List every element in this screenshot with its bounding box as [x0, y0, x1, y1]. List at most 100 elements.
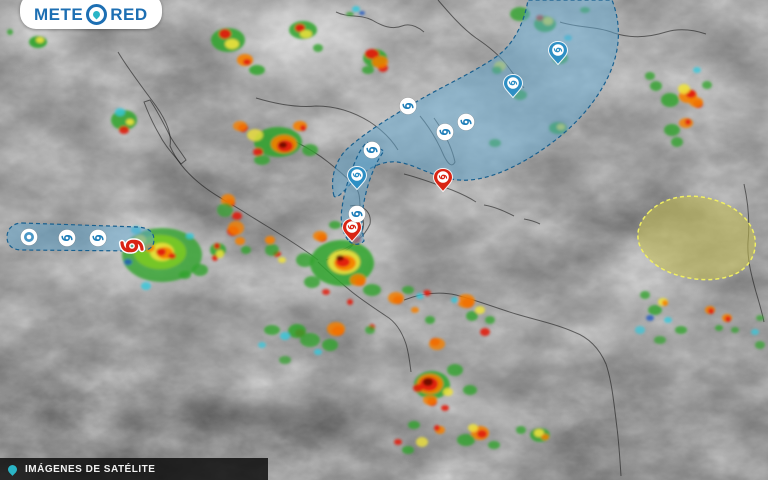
convection-cell	[693, 67, 701, 73]
convection-cell	[249, 65, 265, 75]
forecast-position-icon[interactable]	[436, 123, 454, 141]
convection-cell	[662, 300, 668, 306]
convection-cell	[217, 203, 233, 217]
convection-cell	[296, 253, 314, 267]
convection-cell	[416, 293, 424, 299]
logo-text-post: RED	[110, 4, 148, 24]
convection-cell	[664, 124, 680, 136]
convection-cell	[365, 49, 379, 59]
convection-cell	[708, 308, 714, 314]
convection-cell	[654, 336, 666, 344]
convection-cell	[731, 327, 739, 333]
convection-cell	[235, 237, 245, 245]
coastline-path	[743, 183, 765, 323]
convection-cell	[336, 255, 344, 261]
convection-cell	[457, 434, 475, 446]
convection-cell	[423, 290, 431, 296]
ring-center	[26, 234, 32, 240]
convection-cell	[300, 125, 306, 131]
convection-cell	[119, 126, 129, 134]
forecast-pin-icon[interactable]	[502, 73, 524, 99]
development-watch-zone[interactable]	[637, 195, 757, 281]
convection-cell	[434, 425, 440, 431]
convection-cell	[441, 405, 449, 411]
convection-cell	[648, 305, 662, 315]
meteored-logo[interactable]: METE RED	[20, 0, 162, 29]
convection-cell	[359, 11, 365, 15]
convection-cell	[124, 259, 132, 265]
convection-cell	[725, 316, 731, 322]
convection-cell	[408, 421, 420, 429]
marker-bg	[436, 123, 454, 141]
forecast-position-icon[interactable]	[348, 205, 366, 223]
convection-cell	[254, 155, 270, 165]
drop-icon	[6, 462, 19, 476]
logo-drop-icon	[86, 3, 108, 25]
storm-position-pin-icon[interactable]	[432, 167, 454, 193]
convection-cell	[233, 121, 247, 131]
convection-cell	[372, 56, 388, 68]
convection-cell	[689, 97, 703, 107]
convection-cell	[156, 248, 166, 256]
convection-cell	[429, 338, 445, 350]
forecast-pin-icon[interactable]	[547, 40, 569, 66]
convection-cell	[329, 221, 341, 229]
convection-cell	[264, 325, 280, 335]
convection-layer	[7, 6, 765, 454]
convection-cell	[228, 221, 244, 235]
watch-zone-layer	[637, 195, 757, 281]
convection-cell	[671, 137, 683, 147]
pin-bg	[346, 221, 358, 233]
convection-cell	[300, 30, 312, 38]
convection-cell	[36, 37, 44, 43]
forecast-position-icon[interactable]	[363, 141, 381, 159]
coastline-path	[403, 292, 622, 477]
convection-cell	[300, 333, 320, 347]
convection-cell	[675, 326, 687, 334]
forecast-position-icon[interactable]	[89, 229, 107, 247]
convection-cell	[423, 395, 437, 405]
convection-cell	[480, 328, 490, 336]
convection-cell	[402, 286, 414, 294]
convection-cell	[295, 24, 305, 32]
forecast-pin-icon[interactable]	[346, 165, 368, 191]
convection-cell	[678, 84, 690, 94]
convection-cell	[212, 255, 218, 261]
convection-cell	[258, 342, 266, 348]
convection-cell	[451, 297, 459, 303]
convection-cell	[365, 326, 375, 334]
convection-cell	[661, 93, 679, 107]
convection-cell	[685, 119, 691, 125]
forecast-position-icon[interactable]	[457, 113, 475, 131]
convection-cell	[475, 306, 485, 314]
storm-position-pin-icon[interactable]	[341, 217, 363, 243]
coastline-path	[335, 11, 425, 33]
forecast-position-icon[interactable]	[58, 229, 76, 247]
marker-bg	[363, 141, 381, 159]
pacific-forecast-track	[6, 222, 155, 252]
convection-cell	[485, 316, 495, 324]
satellite-caption-bar: IMÁGENES DE SATÉLITE	[0, 458, 268, 480]
marker-bg	[348, 205, 366, 223]
convection-cell	[186, 233, 194, 239]
convection-cell	[313, 44, 323, 52]
convection-cell	[715, 325, 723, 331]
convection-cell	[115, 108, 125, 116]
convection-cell	[416, 437, 428, 447]
convection-cell	[346, 12, 354, 16]
convection-cell	[466, 311, 478, 321]
convection-cell	[232, 212, 242, 220]
convection-cell	[352, 6, 360, 12]
convection-cell	[645, 72, 655, 80]
forecast-position-icon[interactable]	[399, 97, 417, 115]
forecast-position-icon[interactable]	[20, 228, 38, 246]
pin-bg	[507, 77, 519, 89]
convection-cell	[280, 332, 290, 340]
convection-cell	[322, 339, 338, 351]
coastline-path	[143, 99, 187, 165]
convection-cell	[468, 424, 478, 432]
convection-cell	[313, 231, 327, 241]
convection-cell	[247, 129, 263, 141]
